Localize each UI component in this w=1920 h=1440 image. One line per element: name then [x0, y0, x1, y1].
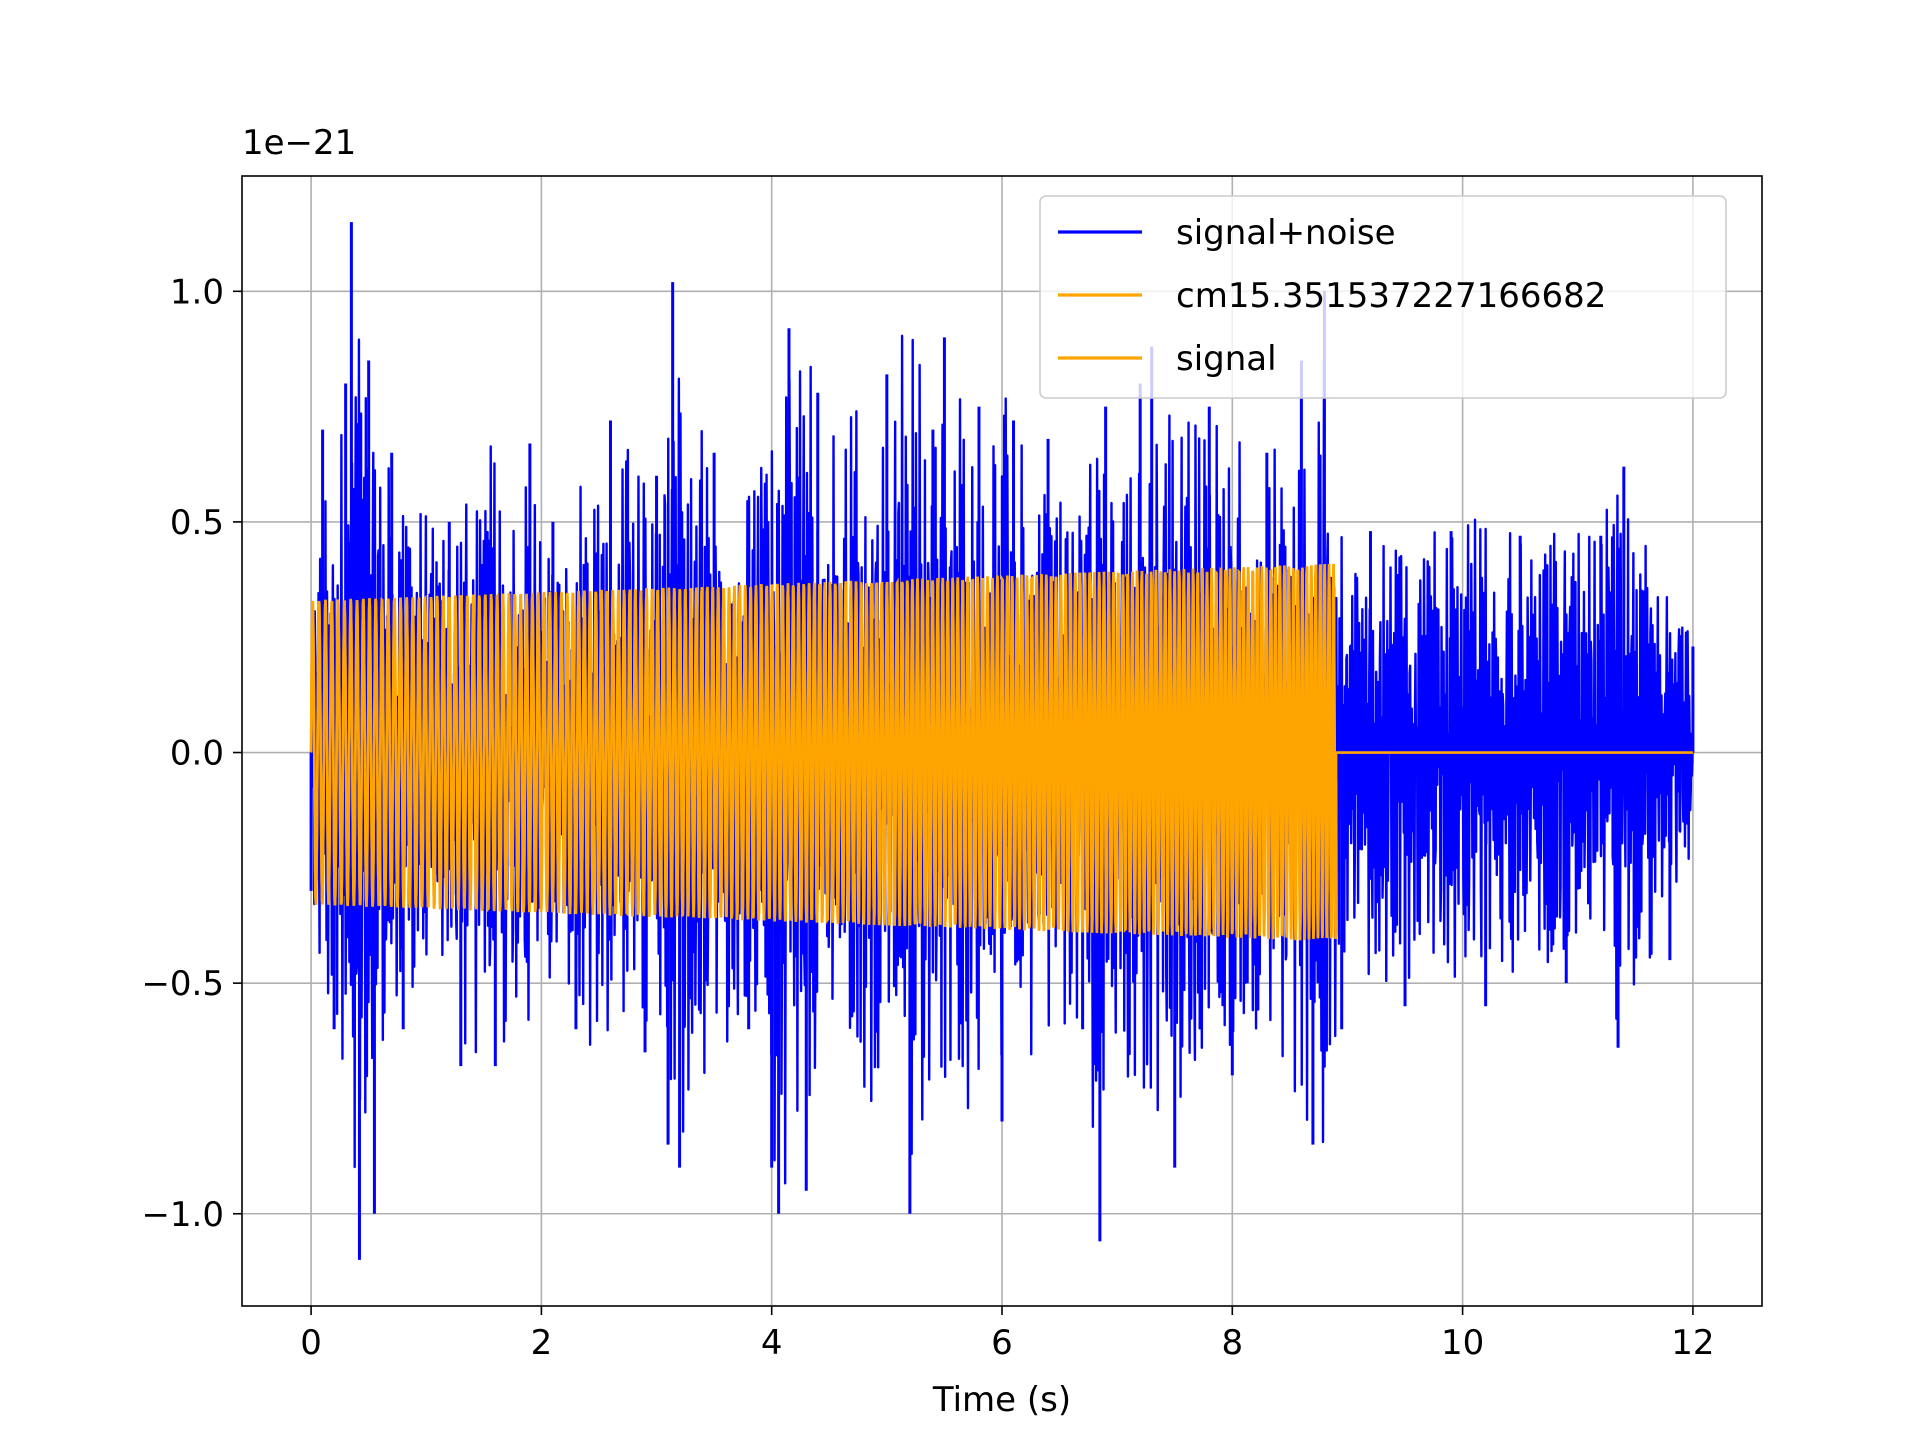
y-offset-text: 1e−21	[242, 123, 356, 163]
x-tick-label: 0	[300, 1323, 322, 1363]
legend-label: signal	[1176, 339, 1277, 379]
y-tick-label: −1.0	[141, 1195, 224, 1235]
y-tick-label: 1.0	[170, 272, 224, 312]
x-tick-label: 2	[531, 1323, 553, 1363]
y-tick-label: 0.5	[170, 503, 224, 543]
series-peaks-signal-noise	[309, 222, 1695, 1260]
y-axis-ticks: −1.0 −0.5 0.0 0.5 1.0	[141, 272, 242, 1235]
legend-box	[1039, 195, 1727, 399]
y-tick-label: 0.0	[170, 734, 224, 774]
series-line-signal	[309, 563, 1693, 941]
x-tick-label: 6	[991, 1323, 1013, 1363]
legend-label: signal+noise	[1176, 213, 1396, 253]
x-axis-ticks: 0 2 4 6 8 10 12	[300, 1306, 1715, 1363]
x-tick-label: 10	[1441, 1323, 1484, 1363]
x-tick-label: 4	[761, 1323, 783, 1363]
legend-label: cm15.351537227166682	[1176, 276, 1606, 316]
y-tick-label: −0.5	[141, 964, 224, 1004]
legend: signal+noise cm15.351537227166682 signal	[1039, 195, 1727, 399]
series-layer	[309, 222, 1695, 1260]
x-tick-label: 12	[1671, 1323, 1714, 1363]
x-axis-label: Time (s)	[932, 1380, 1071, 1420]
x-tick-label: 8	[1221, 1323, 1243, 1363]
